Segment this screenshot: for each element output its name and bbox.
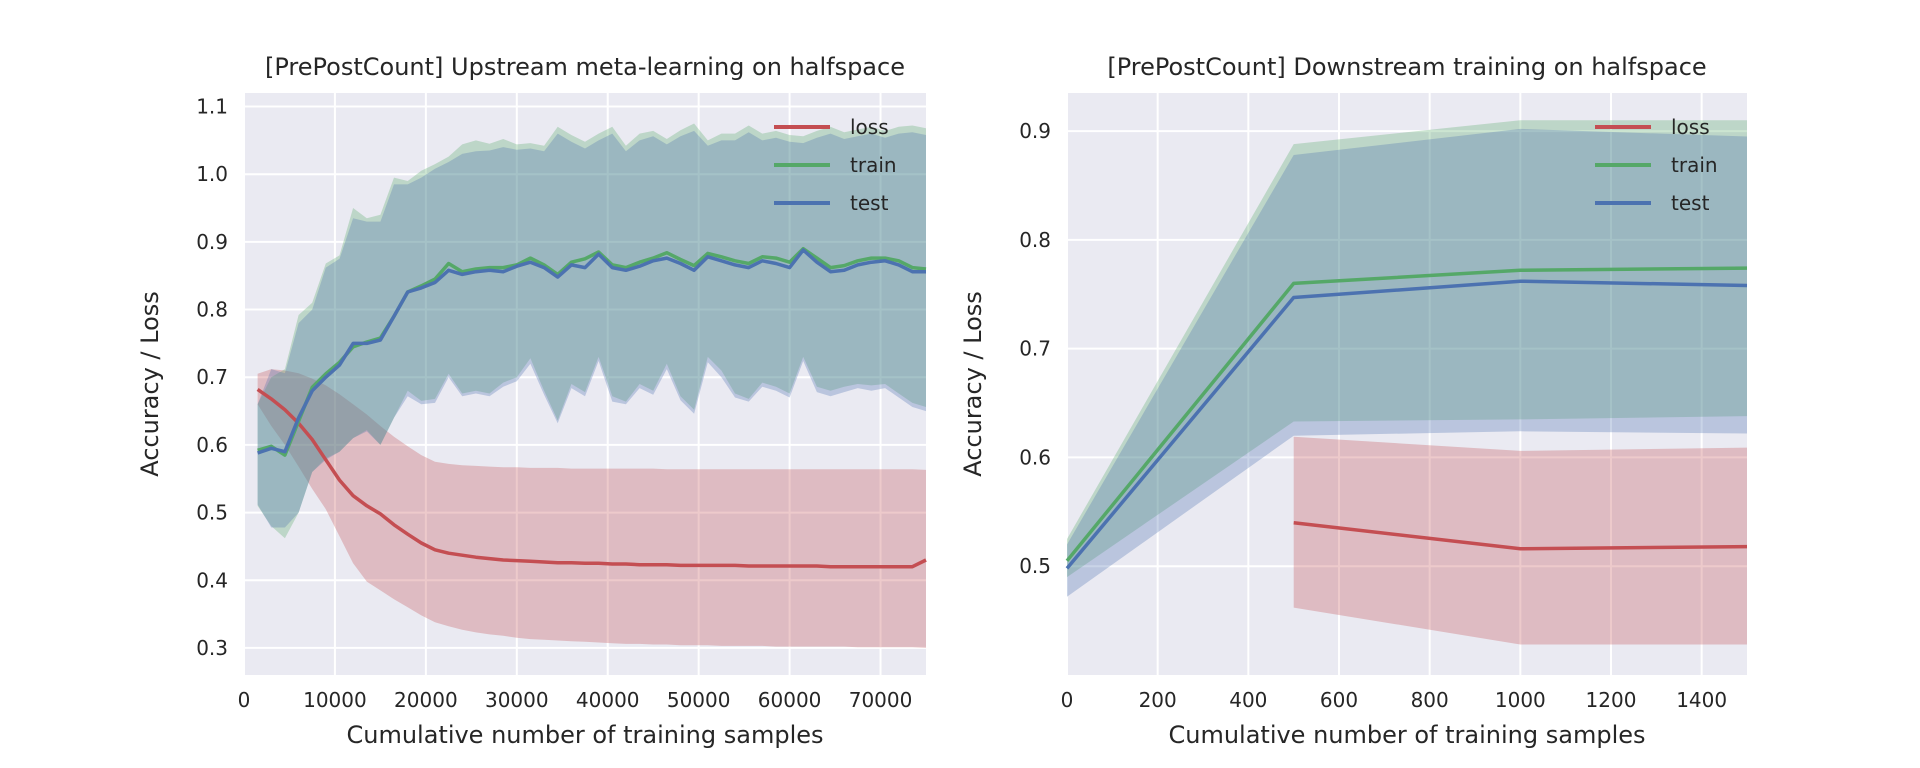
band-loss bbox=[1293, 436, 1747, 645]
y-tick-label: 0.7 bbox=[1019, 337, 1051, 361]
x-tick-label: 70000 bbox=[849, 688, 913, 712]
band-test bbox=[257, 130, 927, 528]
band-test bbox=[1067, 128, 1747, 597]
legend-label-test: test bbox=[850, 191, 889, 215]
y-tick-label: 0.6 bbox=[196, 433, 228, 457]
legend-label-train: train bbox=[1671, 153, 1718, 177]
chart-title: [PrePostCount] Upstream meta-learning on… bbox=[265, 53, 905, 81]
legend: loss train test bbox=[774, 115, 897, 215]
band-train bbox=[257, 123, 927, 539]
y-tick-label: 0.8 bbox=[1019, 228, 1051, 252]
x-tick-label: 20000 bbox=[394, 688, 458, 712]
band-loss bbox=[257, 369, 927, 648]
confidence-bands bbox=[257, 123, 927, 648]
series-lines bbox=[1065, 266, 1748, 570]
tick-labels: 0 10000 20000 30000 40000 50000 60000 70000 0.3 0… bbox=[196, 95, 912, 712]
x-tick-label: 1000 bbox=[1495, 688, 1546, 712]
x-tick-label: 400 bbox=[1229, 688, 1267, 712]
y-tick-label: 0.9 bbox=[196, 230, 228, 254]
line-test bbox=[257, 248, 926, 455]
x-tick-label: 0 bbox=[1061, 688, 1074, 712]
x-tick-label: 1200 bbox=[1586, 688, 1637, 712]
x-tick-label: 40000 bbox=[576, 688, 640, 712]
y-tick-label: 0.5 bbox=[196, 501, 228, 525]
x-tick-label: 200 bbox=[1139, 688, 1177, 712]
y-tick-label: 0.5 bbox=[1019, 554, 1051, 578]
x-axis-label: Cumulative number of training samples bbox=[346, 721, 823, 749]
legend-label-loss: loss bbox=[850, 115, 889, 139]
y-tick-label: 1.1 bbox=[196, 95, 228, 119]
line-loss bbox=[256, 387, 927, 569]
x-tick-label: 50000 bbox=[667, 688, 731, 712]
confidence-bands bbox=[1067, 120, 1747, 645]
legend-label-loss: loss bbox=[1671, 115, 1710, 139]
y-axis-label: Accuracy / Loss bbox=[959, 291, 987, 477]
chart-downstream: 0 200 400 600 800 1000 1200 1400 0.5 0.6 0.7 0.8 0.9… bbox=[959, 53, 1748, 749]
y-tick-label: 0.3 bbox=[196, 636, 228, 660]
y-tick-label: 1.0 bbox=[196, 162, 228, 186]
chart-title: [PrePostCount] Downstream training on ha… bbox=[1107, 53, 1706, 81]
y-axis-label: Accuracy / Loss bbox=[136, 291, 164, 477]
y-tick-label: 0.8 bbox=[196, 298, 228, 322]
y-tick-label: 0.6 bbox=[1019, 445, 1051, 469]
plot-area bbox=[244, 93, 926, 675]
band-train bbox=[1067, 120, 1747, 578]
x-tick-label: 60000 bbox=[758, 688, 822, 712]
tick-labels: 0 200 400 600 800 1000 1200 1400 0.5 0.6 0.7 0.8 0.9 bbox=[1019, 119, 1727, 712]
legend: loss train test bbox=[1595, 115, 1718, 215]
grid bbox=[243, 93, 926, 675]
plot-area bbox=[1067, 93, 1747, 675]
series-lines bbox=[256, 246, 927, 569]
y-tick-label: 0.7 bbox=[196, 365, 228, 389]
line-test bbox=[1065, 279, 1748, 570]
grid bbox=[1066, 93, 1747, 675]
x-tick-label: 800 bbox=[1411, 688, 1449, 712]
legend-label-test: test bbox=[1671, 191, 1710, 215]
legend-label-train: train bbox=[850, 153, 897, 177]
x-axis-label: Cumulative number of training samples bbox=[1168, 721, 1645, 749]
y-tick-label: 0.9 bbox=[1019, 119, 1051, 143]
x-tick-label: 1400 bbox=[1676, 688, 1727, 712]
x-tick-label: 10000 bbox=[303, 688, 367, 712]
x-tick-label: 0 bbox=[238, 688, 251, 712]
line-train bbox=[1065, 266, 1748, 562]
chart-upstream: 0 10000 20000 30000 40000 50000 60000 70000 0.3 0… bbox=[136, 53, 927, 749]
line-loss bbox=[1293, 520, 1748, 551]
x-tick-label: 600 bbox=[1320, 688, 1358, 712]
x-tick-label: 30000 bbox=[485, 688, 549, 712]
y-tick-label: 0.4 bbox=[196, 568, 228, 592]
